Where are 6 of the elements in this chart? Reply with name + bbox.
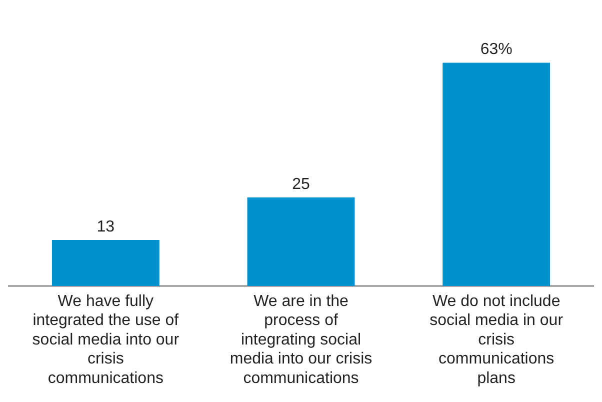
data-label: 63% (480, 41, 512, 58)
x-tick-label: We are in the process of integrating social media into our crisis communications (230, 293, 372, 387)
data-label: 13 (96, 218, 115, 236)
data-label: 25 (292, 176, 310, 193)
x-tick-label: We do not include social media in our crisis communications plans (430, 293, 564, 387)
x-tick-label: We have fully integrated the use of social media into our crisis communications (32, 293, 180, 387)
